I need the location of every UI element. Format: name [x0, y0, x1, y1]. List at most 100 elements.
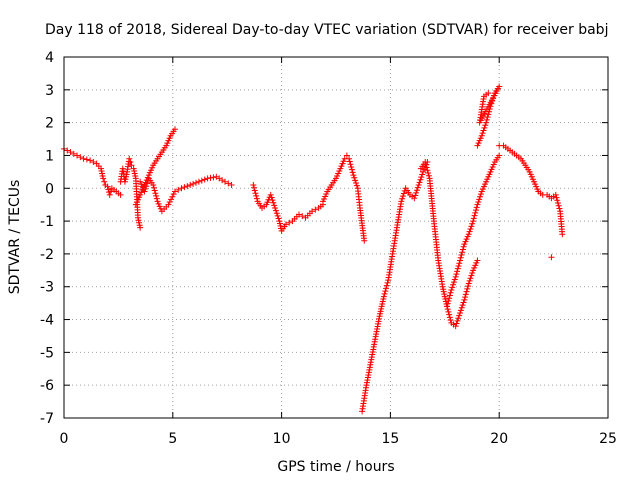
- data-point-interp: [471, 212, 478, 219]
- data-point-interp: [251, 184, 258, 191]
- y-tick-label: -6: [40, 378, 54, 394]
- y-tick-label: 0: [45, 181, 54, 197]
- data-point-interp: [480, 127, 487, 134]
- data-point-interp: [253, 192, 260, 199]
- data-point: [448, 287, 455, 294]
- data-point-interp: [251, 187, 258, 194]
- x-tick-label: 15: [381, 431, 399, 447]
- data-point-interp: [446, 292, 453, 299]
- data-point-interp: [467, 275, 474, 282]
- data-point-interp: [469, 220, 476, 227]
- data-point: [465, 231, 472, 238]
- data-point-interp: [459, 249, 466, 256]
- data-point-interp: [484, 114, 491, 121]
- data-point-interp: [479, 130, 486, 137]
- data-point-interp: [466, 228, 473, 235]
- data-point-interp: [412, 192, 419, 199]
- data-point-interp: [347, 161, 354, 168]
- x-tick-label: 0: [60, 431, 69, 447]
- data-point-interp: [472, 209, 479, 216]
- data-point: [267, 191, 274, 198]
- data-point: [474, 257, 481, 264]
- data-point: [250, 181, 257, 188]
- data-point: [80, 155, 87, 162]
- data-point: [141, 188, 148, 195]
- data-point: [415, 181, 422, 188]
- data-point: [350, 172, 357, 179]
- data-point: [137, 224, 144, 231]
- data-point-interp: [425, 172, 432, 179]
- data-point: [104, 183, 111, 190]
- data-point-interp: [349, 169, 356, 176]
- data-point-interp: [225, 180, 232, 187]
- y-tick-label: -3: [40, 280, 54, 296]
- data-point-interp: [417, 176, 424, 183]
- x-tick-label: 20: [490, 431, 508, 447]
- data-point-interp: [445, 308, 452, 315]
- y-tick-label: 2: [45, 116, 54, 132]
- data-point-interp: [184, 183, 191, 190]
- data-point-interp: [181, 184, 188, 191]
- data-point-interp: [468, 272, 475, 279]
- data-point-interp: [270, 199, 277, 206]
- data-point: [178, 185, 185, 192]
- data-point-interp: [469, 269, 476, 276]
- data-point: [106, 191, 113, 198]
- data-point-interp: [253, 195, 260, 202]
- data-point-interp: [151, 187, 158, 194]
- data-point-interp: [455, 262, 462, 269]
- y-tick-label: 1: [45, 148, 54, 164]
- data-point-interp: [481, 124, 488, 131]
- data-point: [422, 159, 429, 166]
- data-point-interp: [553, 194, 560, 201]
- data-point: [452, 323, 459, 330]
- data-point-interp: [477, 191, 484, 198]
- data-point-interp: [454, 268, 461, 275]
- y-axis-label: SDTVAR / TECUs: [7, 180, 23, 295]
- y-tick-label: -4: [40, 313, 54, 329]
- data-point-interp: [153, 195, 160, 202]
- data-point-interp: [419, 171, 426, 178]
- data-point: [483, 119, 490, 126]
- data-point-interp: [348, 166, 355, 173]
- data-point-interp: [450, 279, 457, 286]
- data-point-interp: [477, 193, 484, 200]
- data-point-interp: [153, 192, 160, 199]
- data-point-interp: [460, 243, 467, 250]
- data-point-interp: [346, 158, 353, 165]
- data-point-interp: [425, 169, 432, 176]
- data-point-interp: [170, 191, 177, 198]
- y-tick-label: -7: [40, 411, 54, 427]
- data-point-interp: [414, 184, 421, 191]
- y-tick-label: -1: [40, 214, 54, 230]
- data-point: [343, 152, 350, 159]
- data-point-interp: [413, 189, 420, 196]
- data-point-interp: [274, 212, 281, 219]
- data-point: [282, 221, 289, 228]
- data-point-interp: [475, 199, 482, 206]
- data-point: [552, 191, 559, 198]
- data-point: [74, 152, 81, 159]
- data-point-interp: [399, 195, 406, 202]
- data-point-interp: [462, 291, 469, 298]
- data-point-interp: [144, 180, 151, 187]
- data-point-interp: [252, 190, 259, 197]
- data-point: [461, 296, 468, 303]
- data-point-interp: [150, 184, 157, 191]
- data-point: [87, 157, 94, 164]
- data-point-interp: [90, 159, 97, 166]
- data-point: [228, 181, 235, 188]
- data-point-interp: [465, 283, 472, 290]
- data-point-interp: [449, 284, 456, 291]
- data-point-interp: [107, 188, 114, 195]
- y-tick-label: 3: [45, 83, 54, 99]
- data-point-interp: [460, 299, 467, 306]
- x-tick-label: 5: [168, 431, 177, 447]
- x-tick-label: 10: [273, 431, 291, 447]
- ticks: [63, 56, 609, 419]
- data-point: [165, 201, 172, 208]
- data-point: [222, 178, 229, 185]
- data-point-interp: [168, 196, 175, 203]
- data-point-interp: [272, 207, 279, 214]
